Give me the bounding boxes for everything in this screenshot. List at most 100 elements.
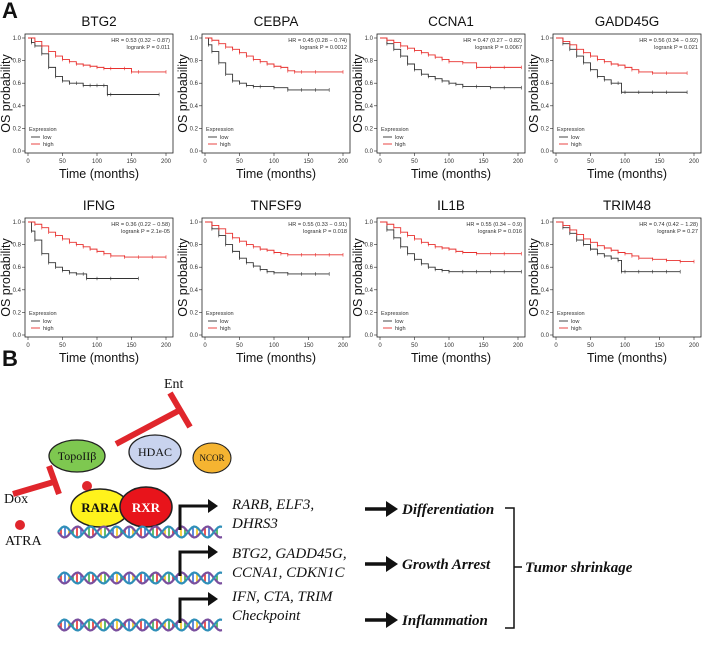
km-y-tick-label: 0.2: [541, 126, 550, 132]
km-y-tick-label: 0.2: [190, 310, 199, 316]
km-panel-gadd45g: GADD45G 0.0 0.2 0.4 0.6 0.8 1.0 0 50 100 150 200 Tim…: [527, 14, 702, 181]
km-curve-low: [380, 37, 522, 89]
km-legend-title: Expression: [381, 127, 409, 133]
km-y-tick-label: 1.0: [365, 36, 374, 42]
rara-label: RARA: [81, 500, 119, 515]
promoter-arrow: [178, 597, 210, 623]
dna-helix: [57, 618, 223, 632]
km-x-axis-label: Time (months): [587, 351, 667, 365]
km-title: IFNG: [83, 198, 115, 213]
km-curve-high: [380, 221, 522, 255]
km-x-tick-label: 0: [554, 343, 558, 349]
km-curve-high: [205, 37, 343, 73]
km-title: IL1B: [437, 198, 465, 213]
topo2b-node: [48, 439, 106, 473]
km-hazard-ratio: HR = 0.53 (0.32 − 0.87): [111, 38, 170, 44]
promoter-arrowhead: [208, 592, 218, 606]
promoter-arrow: [178, 550, 210, 576]
km-x-tick-label: 100: [444, 159, 455, 165]
km-legend-low-label: low: [220, 319, 229, 325]
km-y-tick-label: 1.0: [365, 220, 374, 226]
km-panel-il1b: IL1B 0.0 0.2 0.4 0.6 0.8 1.0 0 50 100 150 200 Time (…: [351, 198, 526, 365]
km-y-tick-label: 1.0: [190, 220, 199, 226]
km-x-axis-label: Time (months): [59, 167, 139, 181]
km-logrank-p: logrank P = 0.27: [657, 229, 698, 235]
atra-dot: [15, 520, 25, 530]
mechanism-diagram: Ent TopoIIβ HDAC NCOR Dox ATRA RARA RXR …: [4, 377, 633, 632]
km-y-tick-label: 0.6: [541, 265, 550, 271]
km-logrank-p: logrank P = 2.1e-05: [121, 229, 170, 235]
km-y-tick-label: 0.2: [365, 310, 374, 316]
km-legend-low-label: low: [571, 135, 580, 141]
km-x-tick-label: 200: [513, 343, 524, 349]
km-y-tick-label: 0.0: [365, 333, 374, 339]
km-x-tick-label: 50: [587, 159, 594, 165]
km-x-tick-label: 100: [92, 343, 103, 349]
km-legend-title: Expression: [29, 311, 57, 317]
ent-inhibitor-bar: [167, 391, 193, 429]
km-hazard-ratio: HR = 0.55 (0.34 − 0.9): [466, 222, 522, 228]
km-x-tick-label: 0: [26, 159, 30, 165]
km-legend-title: Expression: [557, 127, 585, 133]
km-y-tick-label: 0.6: [13, 81, 22, 87]
km-y-tick-label: 1.0: [13, 220, 22, 226]
km-y-tick-label: 0.6: [13, 265, 22, 271]
km-x-tick-label: 200: [338, 343, 349, 349]
km-x-tick-label: 100: [620, 343, 631, 349]
km-y-tick-label: 1.0: [13, 36, 22, 42]
km-legend-high-label: high: [395, 326, 406, 332]
km-x-tick-label: 50: [587, 343, 594, 349]
km-y-axis-label: OS probability: [527, 53, 541, 132]
km-plot-frame: [552, 217, 702, 338]
outcome-arrowhead: [386, 501, 398, 517]
km-legend-title: Expression: [381, 311, 409, 317]
km-legend-low-label: low: [220, 135, 229, 141]
km-x-axis-label: Time (months): [236, 167, 316, 181]
km-legend-high-label: high: [395, 142, 406, 148]
km-y-tick-label: 0.0: [13, 333, 22, 339]
target-rows: RARB, ELF3, DHRS3 Differentiation BTG2, GAD…: [57, 497, 494, 632]
km-y-tick-label: 0.6: [190, 265, 199, 271]
km-y-tick-label: 0.4: [541, 288, 550, 294]
km-x-tick-label: 150: [654, 343, 665, 349]
km-x-tick-label: 200: [689, 159, 700, 165]
km-y-tick-label: 0.0: [13, 149, 22, 155]
promoter-arrowhead: [208, 499, 218, 513]
km-x-axis-label: Time (months): [587, 167, 667, 181]
hdac-node: [128, 434, 182, 470]
rxr-label: RXR: [132, 500, 161, 515]
km-title: TRIM48: [603, 198, 651, 213]
km-legend-high-label: high: [571, 326, 582, 332]
km-x-tick-label: 0: [554, 159, 558, 165]
ent-inhibitor-line: [114, 407, 182, 447]
outcome-arrowhead: [386, 612, 398, 628]
km-title: CEBPA: [254, 14, 299, 29]
promoter-arrowhead: [208, 545, 218, 559]
km-logrank-p: logrank P = 0.016: [478, 229, 522, 235]
km-panel-ifng: IFNG 0.0 0.2 0.4 0.6 0.8 1.0 0 50 100 150 200 Time (…: [0, 198, 174, 365]
km-logrank-p: logrank P = 0.0012: [300, 45, 347, 51]
km-plot-frame: [201, 33, 351, 154]
km-y-tick-label: 0.8: [541, 243, 550, 249]
dna-helix: [57, 525, 223, 539]
outcome-bracket: [505, 507, 515, 629]
km-plot-frame: [376, 217, 526, 338]
outcome-arrowhead: [386, 556, 398, 572]
km-y-axis-label: OS probability: [351, 237, 365, 316]
dna-strand: [57, 618, 223, 632]
km-plot-frame: [24, 217, 174, 338]
km-hazard-ratio: HR = 0.74 (0.42 − 1.28): [639, 222, 698, 228]
km-y-axis-label: OS probability: [0, 237, 13, 316]
km-legend-low-label: low: [395, 135, 404, 141]
km-hazard-ratio: HR = 0.55 (0.33 − 0.91): [288, 222, 347, 228]
km-y-tick-label: 0.2: [541, 310, 550, 316]
km-x-tick-label: 0: [26, 343, 30, 349]
km-curve-low: [380, 221, 522, 273]
km-plot-frame: [552, 33, 702, 154]
km-x-tick-label: 200: [338, 159, 349, 165]
km-y-axis-label: OS probability: [527, 237, 541, 316]
km-x-tick-label: 100: [444, 343, 455, 349]
km-y-tick-label: 0.8: [190, 243, 199, 249]
dna-strand: [57, 525, 223, 539]
km-legend-high-label: high: [220, 326, 231, 332]
